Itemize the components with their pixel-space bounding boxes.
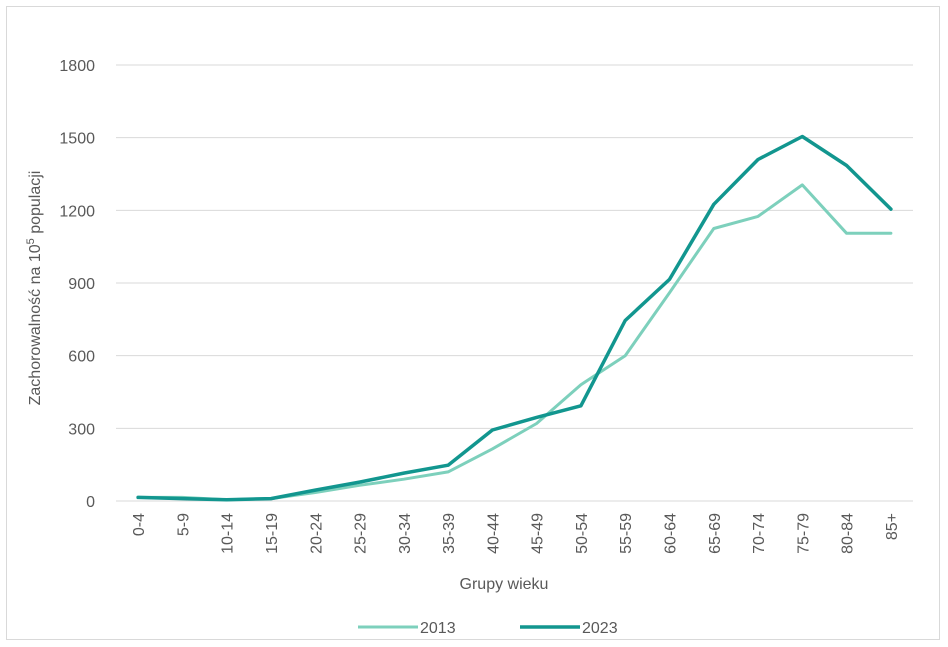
x-tick-label: 25-29 bbox=[353, 513, 370, 554]
x-tick-label: 5-9 bbox=[175, 513, 192, 536]
legend: 2013 2023 bbox=[358, 620, 618, 637]
x-tick-label: 35-39 bbox=[441, 513, 458, 554]
x-tick-label: 0-4 bbox=[131, 513, 148, 536]
y-tick-label: 0 bbox=[86, 494, 95, 511]
y-tick-label: 300 bbox=[68, 421, 95, 438]
x-tick-label: 75-79 bbox=[795, 513, 812, 554]
x-tick-label: 85+ bbox=[884, 513, 901, 540]
legend-label: 2023 bbox=[582, 620, 618, 637]
x-tick-label: 60-64 bbox=[662, 513, 679, 554]
y-tick-label: 900 bbox=[68, 276, 95, 293]
gridlines bbox=[116, 64, 913, 429]
chart-frame bbox=[6, 6, 940, 640]
x-tick-label: 20-24 bbox=[308, 513, 325, 554]
y-tick-label: 600 bbox=[68, 349, 95, 366]
x-axis-ticks: 0-4 5-9 10-14 15-19 20-24 25-29 30-34 35-39 40-4… bbox=[131, 513, 901, 554]
y-tick-label: 1200 bbox=[59, 203, 95, 220]
legend-label: 2013 bbox=[420, 620, 456, 637]
x-axis-title: Grupy wieku bbox=[460, 576, 549, 593]
x-tick-label: 10-14 bbox=[220, 513, 237, 554]
x-tick-label: 80-84 bbox=[840, 513, 857, 554]
y-axis-title: Zachorowalność na 105 populacji bbox=[25, 171, 44, 406]
x-tick-label: 70-74 bbox=[751, 513, 768, 554]
x-tick-label: 45-49 bbox=[530, 513, 547, 554]
y-tick-label: 1500 bbox=[59, 131, 95, 148]
legend-item-2013: 2013 bbox=[358, 620, 456, 637]
x-tick-label: 55-59 bbox=[618, 513, 635, 554]
y-tick-label: 1800 bbox=[59, 58, 95, 75]
x-tick-label: 15-19 bbox=[264, 513, 281, 554]
x-tick-label: 50-54 bbox=[574, 513, 591, 554]
y-axis-ticks: 0 300 600 900 1200 1500 1800 bbox=[59, 58, 95, 511]
x-tick-label: 40-44 bbox=[485, 513, 502, 554]
series-line-2013 bbox=[136, 183, 893, 502]
x-tick-label: 65-69 bbox=[707, 513, 724, 554]
x-tick-label: 30-34 bbox=[397, 513, 414, 554]
legend-item-2023: 2023 bbox=[520, 620, 618, 637]
series-line-2023 bbox=[136, 134, 893, 502]
series-lines bbox=[136, 134, 893, 502]
